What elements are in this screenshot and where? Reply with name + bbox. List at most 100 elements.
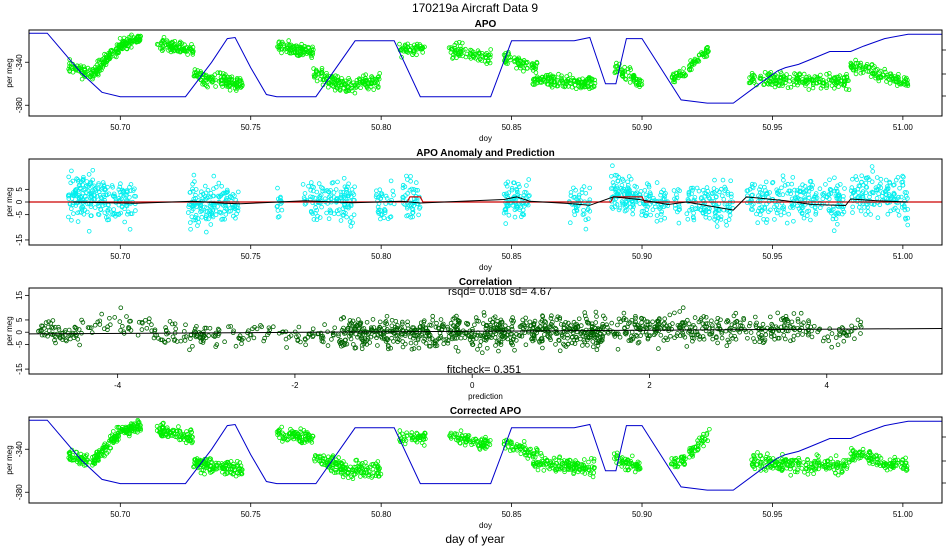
data-point-correlation	[202, 325, 208, 331]
x-tick-label-anomaly: 50.70	[110, 252, 131, 261]
data-point-anomaly	[850, 204, 855, 210]
data-point-anomaly	[835, 196, 841, 202]
data-point-anomaly	[620, 176, 625, 182]
data-point-correlation	[200, 340, 206, 345]
data-point-anomaly	[90, 168, 96, 173]
data-point-corrected	[286, 436, 291, 442]
data-point-apo	[545, 82, 551, 87]
data-point-correlation	[775, 310, 780, 316]
data-point-apo	[182, 42, 187, 47]
data-point-apo	[514, 65, 519, 71]
data-point-correlation	[422, 336, 428, 342]
data-point-correlation	[661, 338, 667, 343]
data-point-apo	[319, 70, 325, 75]
data-point-apo	[457, 53, 462, 58]
data-point-corrected	[287, 431, 293, 437]
data-point-anomaly	[658, 211, 664, 217]
data-point-correlation	[667, 312, 673, 318]
data-point-correlation	[531, 322, 537, 327]
data-point-apo	[800, 79, 806, 85]
data-point-apo	[797, 72, 803, 78]
data-point-correlation	[747, 320, 753, 326]
data-point-correlation	[633, 319, 638, 325]
data-point-correlation	[370, 328, 376, 334]
data-point-correlation	[484, 322, 490, 328]
data-point-correlation	[194, 324, 199, 329]
data-point-anomaly	[224, 187, 230, 193]
data-point-apo	[276, 40, 282, 45]
data-point-correlation	[757, 339, 762, 345]
data-point-anomaly	[719, 193, 725, 199]
data-point-apo	[184, 49, 190, 54]
data-point-apo	[841, 83, 847, 88]
data-point-anomaly	[391, 192, 396, 198]
data-point-correlation	[719, 335, 725, 341]
data-point-anomaly	[93, 186, 98, 191]
data-point-anomaly	[93, 188, 99, 193]
data-point-correlation	[353, 345, 359, 351]
data-point-correlation	[585, 320, 591, 326]
data-point-apo	[368, 80, 374, 85]
data-point-correlation	[418, 320, 424, 326]
data-point-apo	[826, 71, 832, 76]
data-point-correlation	[761, 339, 767, 344]
data-point-apo	[530, 68, 536, 73]
data-point-apo	[450, 56, 455, 61]
data-point-correlation	[399, 319, 405, 325]
data-point-correlation	[763, 328, 768, 333]
data-point-anomaly	[410, 210, 416, 215]
panel-title-correlation: Correlation	[459, 277, 512, 288]
data-point-anomaly	[66, 214, 71, 220]
data-point-corrected	[201, 467, 206, 473]
data-point-apo	[370, 80, 376, 86]
data-point-correlation	[136, 319, 142, 325]
data-point-anomaly	[863, 180, 869, 186]
data-point-anomaly	[757, 212, 763, 218]
data-point-apo	[451, 52, 456, 57]
data-point-correlation	[99, 311, 104, 317]
data-point-anomaly	[193, 195, 198, 201]
y-tick-label-anomaly: -5	[15, 211, 24, 219]
data-point-anomaly	[116, 212, 122, 217]
data-point-correlation	[557, 315, 563, 321]
data-point-anomaly	[788, 205, 793, 210]
data-point-correlation	[228, 324, 234, 329]
data-point-correlation	[558, 322, 564, 327]
data-point-apo	[630, 75, 636, 80]
data-point-correlation	[580, 343, 585, 348]
data-point-correlation	[449, 336, 455, 342]
data-point-correlation	[443, 337, 449, 342]
data-point-apo	[771, 75, 776, 80]
data-point-anomaly	[643, 192, 649, 198]
data-point-correlation	[635, 340, 641, 346]
data-point-correlation	[684, 325, 689, 331]
data-point-correlation	[548, 321, 554, 327]
data-point-anomaly	[722, 184, 727, 190]
data-point-apo	[564, 74, 569, 79]
data-point-correlation	[809, 334, 815, 340]
data-point-apo	[185, 52, 190, 57]
data-point-correlation	[492, 314, 498, 320]
data-point-apo	[535, 80, 540, 86]
data-point-correlation	[538, 320, 543, 325]
data-point-anomaly	[752, 182, 757, 188]
data-point-corrected	[341, 459, 346, 464]
data-point-correlation	[795, 326, 800, 331]
data-point-anomaly	[322, 196, 328, 202]
data-point-anomaly	[70, 202, 76, 207]
data-point-correlation	[565, 332, 570, 338]
data-point-corrected	[345, 475, 351, 481]
data-point-anomaly	[780, 192, 786, 197]
data-point-anomaly	[190, 204, 196, 209]
data-point-anomaly	[187, 190, 193, 195]
data-point-corrected	[279, 424, 285, 430]
data-point-correlation	[537, 339, 542, 345]
data-point-apo	[788, 84, 794, 90]
data-point-correlation	[543, 326, 549, 331]
data-point-correlation	[563, 320, 568, 325]
data-point-correlation	[477, 343, 483, 348]
data-point-apo	[631, 77, 637, 83]
data-point-correlation	[427, 322, 433, 328]
data-point-anomaly	[308, 194, 313, 200]
data-point-correlation	[569, 334, 575, 340]
